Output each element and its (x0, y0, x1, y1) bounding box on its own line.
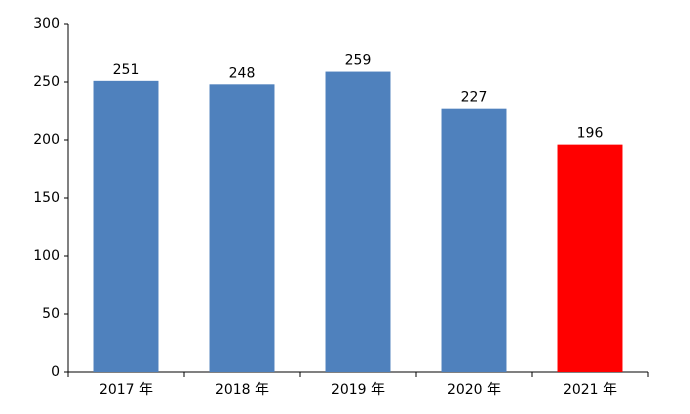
y-tick-label: 50 (42, 306, 60, 322)
y-tick-label: 100 (33, 248, 60, 264)
data-label: 227 (461, 90, 488, 106)
data-label: 196 (577, 126, 604, 142)
bar (325, 71, 391, 372)
x-tick-label: 2018 年 (215, 382, 269, 398)
data-label: 259 (345, 53, 372, 69)
y-tick-label: 150 (33, 190, 60, 206)
x-tick-label: 2017 年 (99, 382, 153, 398)
y-tick-label: 300 (33, 16, 60, 32)
data-label: 248 (229, 65, 256, 81)
data-label: 251 (113, 62, 140, 78)
x-tick-label: 2021 年 (563, 382, 617, 398)
bar (209, 84, 275, 372)
y-tick-label: 200 (33, 132, 60, 148)
bar (441, 108, 507, 373)
y-tick-label: 0 (51, 364, 60, 380)
bar (557, 144, 623, 372)
x-tick-label: 2019 年 (331, 382, 385, 398)
bar (93, 80, 159, 372)
y-tick-label: 250 (33, 74, 60, 90)
x-tick-label: 2020 年 (447, 382, 501, 398)
